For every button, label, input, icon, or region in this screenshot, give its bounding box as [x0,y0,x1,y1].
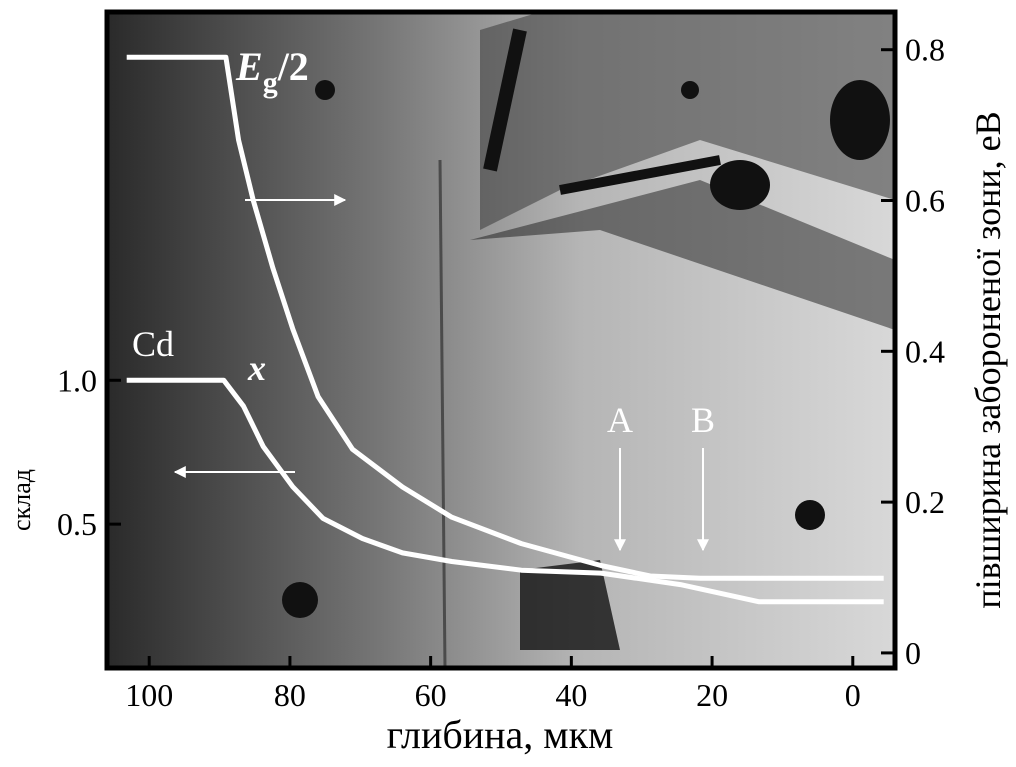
eg-e: E [235,44,263,89]
y-axis-label: склад [7,469,36,531]
eg-rest: /2 [277,44,309,89]
y2-axis-label: півширина забороненої зони, eВ [968,111,1008,608]
chart: глибина, мкм склад півширина забороненої… [0,0,1016,762]
x-tick-label: 100 [125,677,173,713]
a-annotation: A [607,400,633,440]
x-tick-label: 80 [274,677,306,713]
cd-annotation: Cd [132,324,174,364]
y-tick-label: 0.5 [57,506,97,542]
y2-tick-label: 0.6 [905,183,945,219]
x-tick-label: 0 [845,677,861,713]
y2-tick-label: 0.2 [905,484,945,520]
x-tick-label: 20 [696,677,728,713]
eg-g: g [263,66,278,99]
b-annotation: B [691,400,715,440]
y2-tick-label: 0.4 [905,333,945,369]
y2-tick-label: 0.8 [905,32,945,68]
y2-tick-label: 0 [905,635,921,671]
x-axis-label: глибина, мкм [387,712,614,757]
x-tick-label: 40 [555,677,587,713]
x-tick-label: 60 [415,677,447,713]
x-annotation: x [247,348,266,388]
y-tick-label: 1.0 [57,362,97,398]
